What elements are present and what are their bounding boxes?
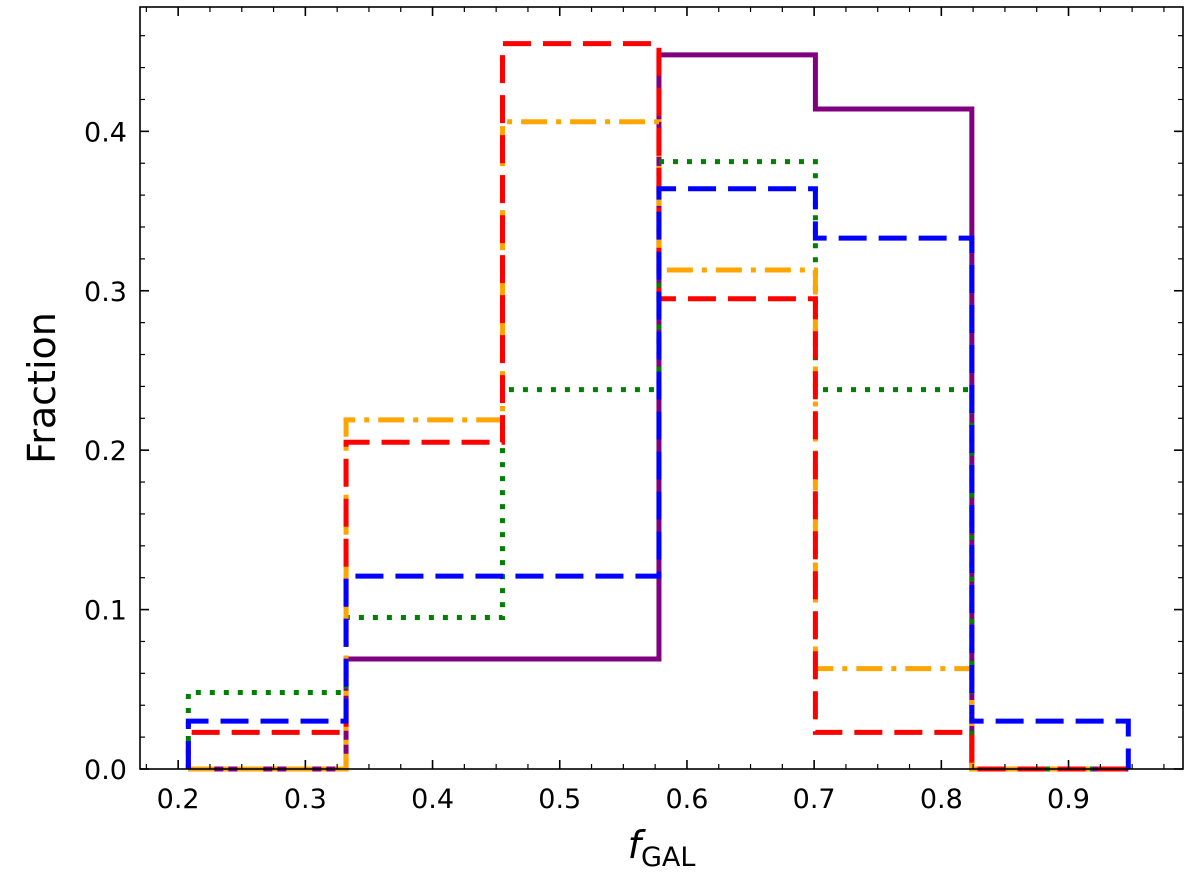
x-tick-label: 0.3 (284, 784, 327, 815)
y-tick-label: 0.1 (84, 596, 127, 627)
y-tick-label: 0.3 (84, 277, 127, 308)
y-axis-label: Fraction (20, 312, 64, 464)
y-tick-label: 0.2 (84, 436, 127, 467)
x-tick-label: 0.7 (793, 784, 836, 815)
plot-frame (139, 6, 1184, 770)
series-layer (185, 41, 1131, 772)
ticks-layer: 0.2 0.3 0.4 0.5 0.6 0.7 0.8 0.9 0.0 0.1 0.2 0.3 0.4 (84, 7, 1183, 815)
series-5-step-line (185, 186, 1131, 769)
x-tick-label: 0.8 (920, 784, 963, 815)
x-tick-label: 0.2 (157, 784, 200, 815)
x-axis-label: fGAL (628, 823, 696, 873)
x-axis-label-subscript: GAL (641, 842, 695, 873)
y-tick-label: 0.4 (84, 117, 127, 148)
x-tick-label: 0.6 (665, 784, 708, 815)
x-tick-label: 0.9 (1047, 784, 1090, 815)
x-tick-label: 0.5 (538, 784, 581, 815)
x-tick-label: 0.4 (411, 784, 454, 815)
y-tick-label: 0.0 (84, 755, 127, 786)
